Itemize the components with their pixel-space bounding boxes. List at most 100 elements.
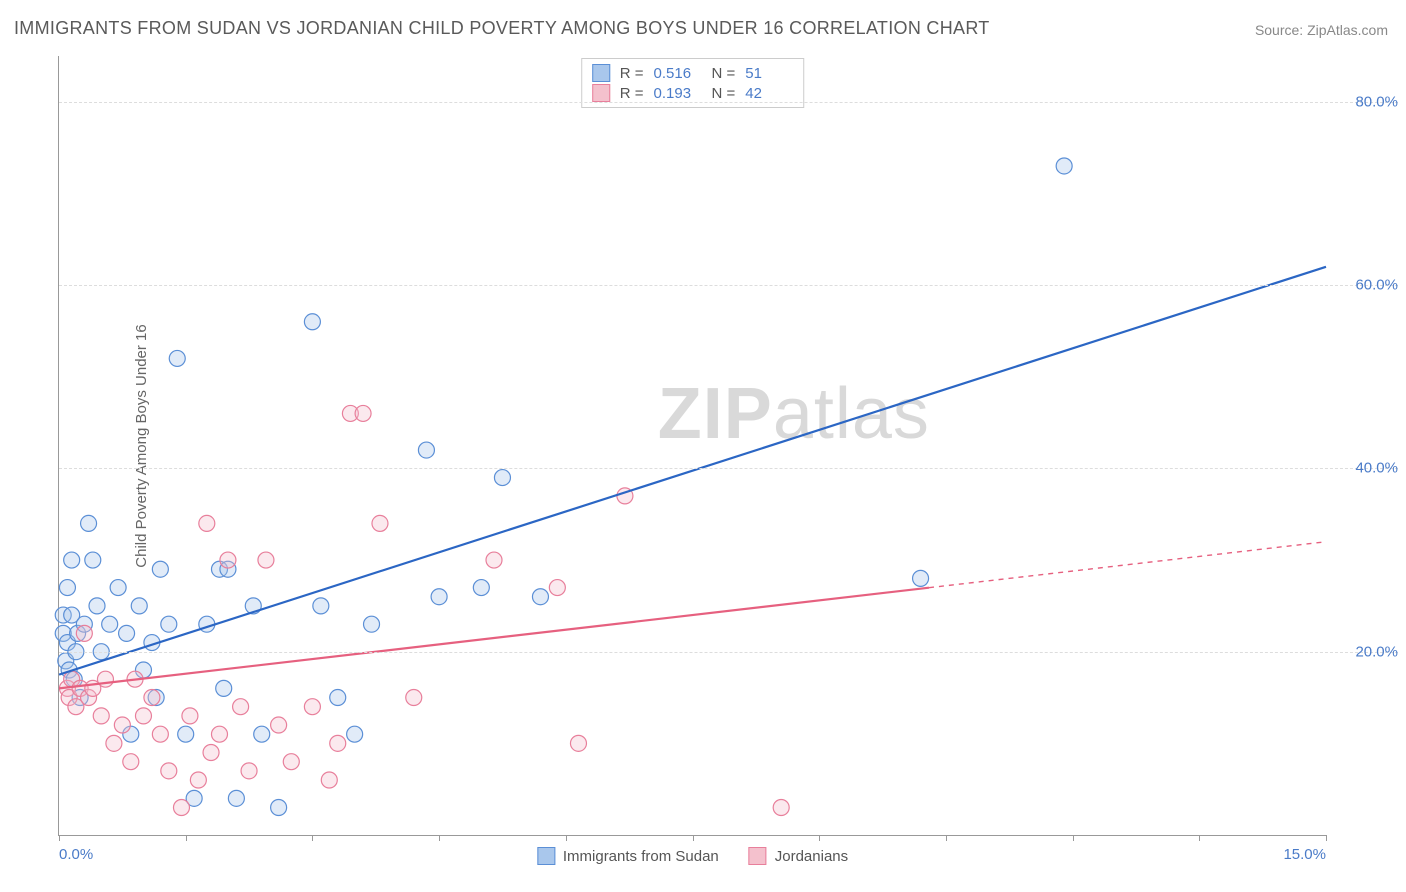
data-point-jordanian [135,708,151,724]
x-tick [59,835,60,841]
legend-swatch-jordanian [749,847,767,865]
data-point-sudan [330,690,346,706]
y-tick-label: 60.0% [1355,277,1398,294]
data-point-jordanian [161,763,177,779]
data-point-sudan [473,580,489,596]
legend-item-jordanian: Jordanians [749,847,848,865]
data-point-sudan [169,350,185,366]
data-point-sudan [494,470,510,486]
data-point-sudan [1056,158,1072,174]
data-point-jordanian [549,580,565,596]
data-point-jordanian [283,754,299,770]
chart-title: IMMIGRANTS FROM SUDAN VS JORDANIAN CHILD… [14,18,990,39]
data-point-jordanian [241,763,257,779]
data-point-jordanian [570,735,586,751]
stats-r-value-jordanian: 0.193 [654,85,702,102]
data-point-sudan [131,598,147,614]
grid-line [59,652,1398,653]
data-point-sudan [304,314,320,330]
data-point-sudan [89,598,105,614]
data-point-jordanian [330,735,346,751]
x-tick [819,835,820,841]
legend-item-sudan: Immigrants from Sudan [537,847,719,865]
data-point-jordanian [486,552,502,568]
data-point-jordanian [233,699,249,715]
data-point-jordanian [182,708,198,724]
plot-svg [59,56,1326,835]
trend-line-dashed-jordanian [929,542,1326,588]
stats-n-label: N = [712,65,736,82]
data-point-sudan [364,616,380,632]
grid-line [59,468,1398,469]
legend-label-jordanian: Jordanians [775,848,848,865]
data-point-sudan [431,589,447,605]
stats-swatch-jordanian [592,84,610,102]
data-point-jordanian [76,625,92,641]
trend-line-jordanian [59,588,929,689]
legend-label-sudan: Immigrants from Sudan [563,848,719,865]
data-point-jordanian [114,717,130,733]
stats-legend: R = 0.516 N = 51 R = 0.193 N = 42 [581,58,805,108]
data-point-jordanian [211,726,227,742]
data-point-jordanian [199,515,215,531]
data-point-sudan [271,800,287,816]
data-point-sudan [59,580,75,596]
stats-r-value-sudan: 0.516 [654,65,702,82]
grid-line [59,102,1398,103]
x-tick [693,835,694,841]
data-point-jordanian [203,745,219,761]
data-point-sudan [216,680,232,696]
series-legend: Immigrants from Sudan Jordanians [537,847,848,865]
data-point-sudan [161,616,177,632]
y-tick-label: 80.0% [1355,93,1398,110]
x-tick-label: 0.0% [59,846,93,863]
data-point-jordanian [106,735,122,751]
x-tick [946,835,947,841]
y-tick-label: 20.0% [1355,643,1398,660]
data-point-jordanian [372,515,388,531]
data-point-jordanian [220,552,236,568]
x-tick [439,835,440,841]
data-point-sudan [913,570,929,586]
chart-container: IMMIGRANTS FROM SUDAN VS JORDANIAN CHILD… [0,0,1406,892]
data-point-sudan [64,552,80,568]
stats-n-value-jordanian: 42 [745,85,793,102]
data-point-sudan [102,616,118,632]
data-point-jordanian [190,772,206,788]
data-point-jordanian [304,699,320,715]
source-label: Source: ZipAtlas.com [1255,22,1388,38]
grid-line [59,285,1398,286]
data-point-sudan [347,726,363,742]
x-tick [1326,835,1327,841]
x-tick [1199,835,1200,841]
x-tick [1073,835,1074,841]
data-point-jordanian [144,690,160,706]
data-point-sudan [85,552,101,568]
data-point-jordanian [406,690,422,706]
y-tick-label: 40.0% [1355,460,1398,477]
stats-r-label: R = [620,65,644,82]
x-tick-label: 15.0% [1283,846,1326,863]
data-point-sudan [81,515,97,531]
data-point-jordanian [152,726,168,742]
data-point-jordanian [93,708,109,724]
legend-swatch-sudan [537,847,555,865]
stats-n-value-sudan: 51 [745,65,793,82]
data-point-sudan [313,598,329,614]
data-point-jordanian [355,405,371,421]
x-tick [186,835,187,841]
data-point-jordanian [258,552,274,568]
data-point-jordanian [173,800,189,816]
stats-row-jordanian: R = 0.193 N = 42 [592,83,794,103]
data-point-jordanian [773,800,789,816]
x-tick [566,835,567,841]
x-tick [312,835,313,841]
trend-line-sudan [59,267,1326,675]
stats-n-label: N = [712,85,736,102]
data-point-sudan [152,561,168,577]
data-point-sudan [254,726,270,742]
stats-r-label: R = [620,85,644,102]
data-point-jordanian [271,717,287,733]
data-point-sudan [418,442,434,458]
data-point-sudan [110,580,126,596]
